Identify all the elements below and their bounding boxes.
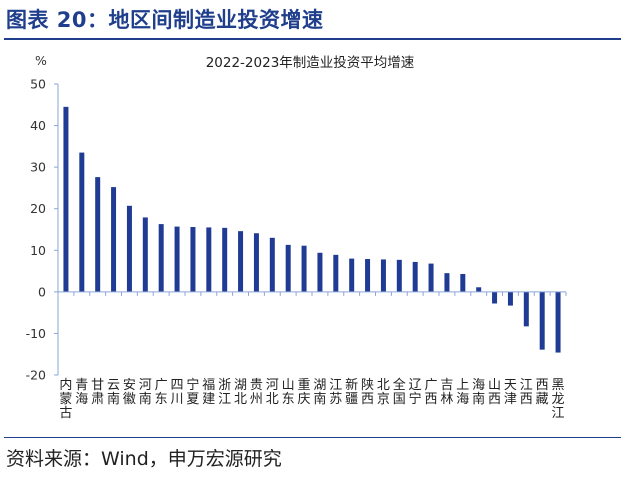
bar	[253, 233, 259, 292]
bar	[301, 245, 307, 292]
x-tick-label: 北京	[377, 378, 390, 407]
y-axis: -20 -10 0 10 20 30 40 50	[26, 77, 59, 383]
x-tick-label: 吉林	[440, 378, 453, 407]
x-tick-label: 安徽	[123, 378, 136, 407]
y-tick-label: 20	[30, 201, 46, 216]
bar	[365, 259, 371, 292]
source-note: 资料来源：Wind，申万宏源研究	[6, 448, 282, 470]
x-tick-label: 内蒙古	[59, 377, 72, 421]
bar	[158, 224, 164, 292]
x-tick-label: 江苏	[329, 378, 342, 407]
bar	[539, 291, 545, 350]
y-tick-label: -20	[26, 368, 46, 383]
x-tick-label: 黑龙江	[552, 378, 565, 421]
y-tick-label: 50	[30, 77, 46, 92]
x-tick-label: 湖南	[313, 378, 326, 407]
x-tick-label: 浙江	[218, 378, 231, 407]
x-tick-label: 辽宁	[409, 378, 422, 407]
bar	[190, 227, 196, 292]
bar	[269, 237, 275, 292]
x-tick-label: 广西	[425, 378, 438, 407]
figure-title: 图表 20：地区间制造业投资增速	[6, 8, 324, 32]
bar	[111, 187, 117, 292]
x-tick-label: 上海	[456, 378, 469, 407]
bar	[460, 273, 466, 292]
bar	[380, 259, 386, 292]
x-tick-label: 江西	[520, 378, 533, 407]
x-tick-label: 新疆	[345, 377, 358, 407]
x-tick-label: 福建	[202, 378, 215, 407]
bar	[523, 291, 529, 327]
bar	[285, 244, 291, 292]
bar	[428, 263, 434, 292]
bar	[412, 261, 418, 292]
x-tick-label: 四川	[171, 378, 184, 407]
bars	[63, 106, 561, 353]
x-tick-label: 甘肃	[91, 378, 104, 407]
bar	[444, 273, 450, 292]
bar	[79, 152, 85, 292]
bar	[333, 254, 339, 292]
x-tick-label: 海南	[472, 378, 485, 407]
x-tick-label: 宁夏	[186, 377, 199, 407]
x-tick-label: 山西	[488, 378, 501, 407]
bar	[238, 231, 244, 292]
bar	[317, 252, 323, 292]
y-tick-label: 30	[30, 160, 46, 175]
bar	[174, 226, 180, 292]
bar	[476, 287, 482, 292]
y-tick-label: -10	[26, 326, 46, 341]
bar	[396, 259, 402, 292]
y-tick-label: 40	[30, 118, 46, 133]
x-tick-label: 西藏	[536, 378, 549, 407]
x-tick-label: 河南	[139, 378, 152, 407]
bar	[222, 227, 228, 292]
bar	[492, 291, 498, 304]
bar	[349, 258, 355, 292]
bar	[95, 177, 101, 292]
x-tick-label: 山东	[282, 378, 295, 407]
y-tick-label: 10	[30, 243, 46, 258]
x-axis-labels: 内蒙古青海甘肃云南安徽河南广东四川宁夏福建浙江湖北贵州河北山东重庆湖南江苏新疆陕…	[59, 377, 564, 421]
x-tick-label: 陕西	[361, 378, 374, 407]
bar	[507, 291, 513, 306]
x-tick-label: 青海	[75, 378, 88, 407]
x-tick-label: 全国	[393, 377, 406, 407]
bar	[555, 291, 561, 353]
x-tick-label: 重庆	[298, 377, 311, 407]
y-unit-label: %	[35, 53, 47, 68]
chart-title: 2022-2023年制造业投资平均增速	[206, 55, 415, 71]
x-axis	[57, 291, 567, 296]
x-tick-label: 贵州	[250, 378, 263, 407]
bar	[63, 106, 69, 292]
x-tick-label: 湖北	[234, 378, 247, 407]
x-tick-label: 天津	[504, 378, 517, 407]
x-tick-label: 广东	[155, 378, 168, 407]
x-tick-label: 河北	[266, 378, 279, 407]
bar	[142, 217, 148, 292]
x-tick-label: 云南	[107, 378, 120, 407]
title-rule	[4, 38, 621, 40]
bar	[126, 205, 132, 292]
source-rule	[4, 437, 621, 438]
bar-chart: 2022-2023年制造业投资平均增速 % -20-1001020304050 …	[26, 53, 567, 421]
bar	[206, 227, 212, 292]
y-tick-label: 0	[38, 284, 46, 299]
